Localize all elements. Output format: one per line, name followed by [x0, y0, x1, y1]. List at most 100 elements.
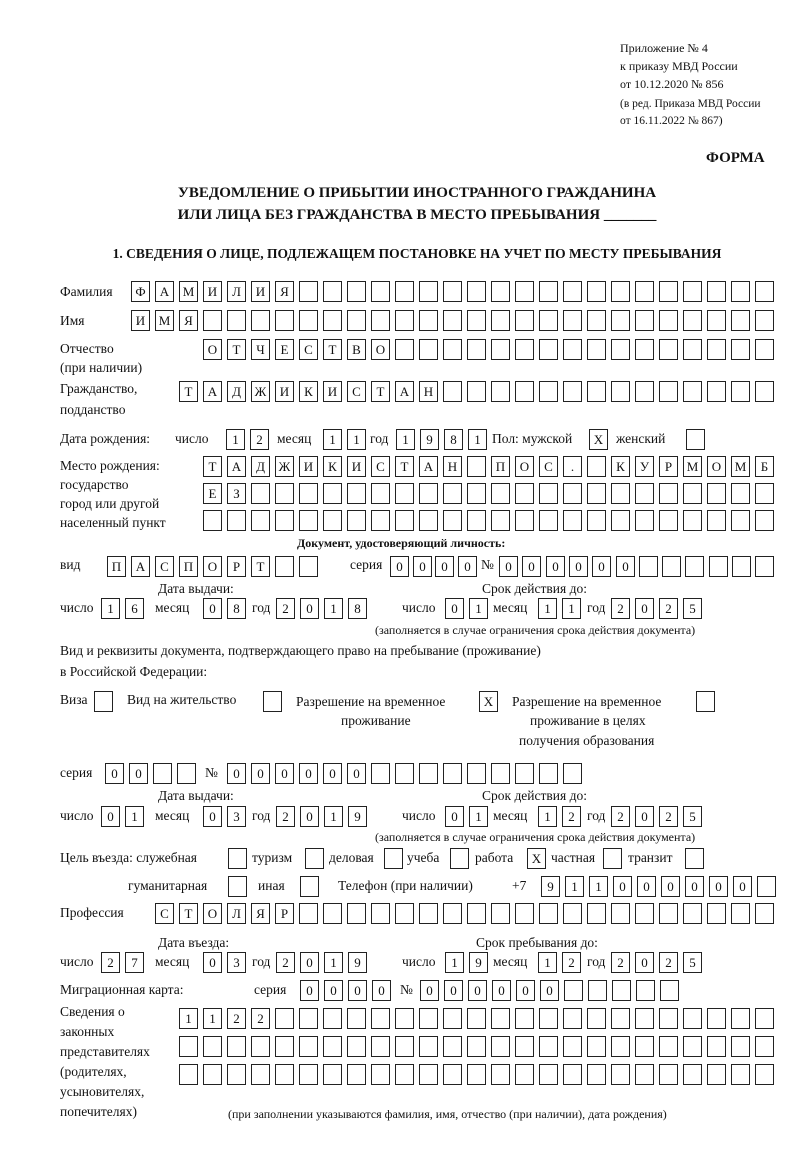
- birth-place-2-cell[interactable]: [323, 483, 342, 504]
- name-cell[interactable]: М: [155, 310, 174, 331]
- right-issue-year-cell[interactable]: 0: [300, 806, 319, 827]
- birth-place-1-cell[interactable]: И: [347, 456, 366, 477]
- surname-cell[interactable]: И: [251, 281, 270, 302]
- phone-cell[interactable]: 0: [613, 876, 632, 897]
- reps-1-cell[interactable]: [299, 1008, 318, 1029]
- doc-number-cell[interactable]: 0: [616, 556, 635, 577]
- birth-place-1-cell[interactable]: А: [419, 456, 438, 477]
- birth-place-3-cell[interactable]: [491, 510, 510, 531]
- surname-cell[interactable]: [467, 281, 486, 302]
- name-cell[interactable]: [539, 310, 558, 331]
- reps-2-cell[interactable]: [371, 1036, 390, 1057]
- surname-cell[interactable]: [299, 281, 318, 302]
- birth-place-1-cell[interactable]: Д: [251, 456, 270, 477]
- right-issue-day-cell[interactable]: 0: [101, 806, 120, 827]
- patronymic-cell[interactable]: Е: [275, 339, 294, 360]
- right-valid-day-cell[interactable]: 0: [445, 806, 464, 827]
- entry-year-cell[interactable]: 9: [348, 952, 367, 973]
- citizenship-cell[interactable]: Н: [419, 381, 438, 402]
- right-number-cell[interactable]: [443, 763, 462, 784]
- mig-series-cell[interactable]: 0: [372, 980, 391, 1001]
- citizenship-cell[interactable]: И: [275, 381, 294, 402]
- profession-cell[interactable]: [347, 903, 366, 924]
- doc-kind-cell[interactable]: О: [203, 556, 222, 577]
- phone-cell[interactable]: 0: [733, 876, 752, 897]
- citizenship-cell[interactable]: Ж: [251, 381, 270, 402]
- reps-2-cell[interactable]: [635, 1036, 654, 1057]
- right-number-cell[interactable]: 0: [275, 763, 294, 784]
- birth-place-3-cell[interactable]: [539, 510, 558, 531]
- profession-cell[interactable]: [539, 903, 558, 924]
- right-number-cell[interactable]: 0: [251, 763, 270, 784]
- birth-place-2-cell[interactable]: З: [227, 483, 246, 504]
- surname-cell[interactable]: [347, 281, 366, 302]
- citizenship-cell[interactable]: [515, 381, 534, 402]
- reps-1-cell[interactable]: [635, 1008, 654, 1029]
- reps-2-cell[interactable]: [203, 1036, 222, 1057]
- doc-valid-year-cell[interactable]: 2: [611, 598, 630, 619]
- right-valid-month-cell[interactable]: 2: [562, 806, 581, 827]
- birth-place-3-cell[interactable]: [683, 510, 702, 531]
- birth-place-3-cell[interactable]: [395, 510, 414, 531]
- reps-3-cell[interactable]: [563, 1064, 582, 1085]
- reps-1-cell[interactable]: [563, 1008, 582, 1029]
- right-series-cell[interactable]: 0: [129, 763, 148, 784]
- temp-edu-cell[interactable]: [696, 691, 715, 712]
- phone-cell[interactable]: 0: [709, 876, 728, 897]
- citizenship-cell[interactable]: [467, 381, 486, 402]
- patronymic-cell[interactable]: [515, 339, 534, 360]
- doc-number-cell[interactable]: [685, 556, 704, 577]
- mig-number-cell[interactable]: 0: [540, 980, 559, 1001]
- profession-cell[interactable]: [419, 903, 438, 924]
- reps-3-cell[interactable]: [395, 1064, 414, 1085]
- patronymic-cell[interactable]: [539, 339, 558, 360]
- name-cell[interactable]: [443, 310, 462, 331]
- mig-number-cell[interactable]: 0: [444, 980, 463, 1001]
- reps-2-cell[interactable]: [587, 1036, 606, 1057]
- birth-place-1-cell[interactable]: О: [707, 456, 726, 477]
- purpose-private-cell[interactable]: [603, 848, 622, 869]
- purpose-study-cell[interactable]: [450, 848, 469, 869]
- citizenship-cell[interactable]: [635, 381, 654, 402]
- birth-place-2-cell[interactable]: [539, 483, 558, 504]
- mig-number-cell[interactable]: [588, 980, 607, 1001]
- birth-place-1-cell[interactable]: Р: [659, 456, 678, 477]
- birth-place-1-cell[interactable]: М: [731, 456, 750, 477]
- birth-place-3-cell[interactable]: [371, 510, 390, 531]
- birth-place-1-cell[interactable]: [587, 456, 606, 477]
- name-cell[interactable]: Я: [179, 310, 198, 331]
- doc-valid-year-cell[interactable]: 0: [635, 598, 654, 619]
- reps-3-cell[interactable]: [227, 1064, 246, 1085]
- citizenship-cell[interactable]: С: [347, 381, 366, 402]
- birth-place-3-cell[interactable]: [659, 510, 678, 531]
- reps-3-cell[interactable]: [179, 1064, 198, 1085]
- right-issue-year-cell[interactable]: 1: [324, 806, 343, 827]
- citizenship-cell[interactable]: Д: [227, 381, 246, 402]
- profession-cell[interactable]: Р: [275, 903, 294, 924]
- entry-month-cell[interactable]: 0: [203, 952, 222, 973]
- reps-3-cell[interactable]: [419, 1064, 438, 1085]
- name-cell[interactable]: [659, 310, 678, 331]
- doc-number-cell[interactable]: [755, 556, 774, 577]
- reps-1-cell[interactable]: [275, 1008, 294, 1029]
- surname-cell[interactable]: [755, 281, 774, 302]
- phone-cell[interactable]: 0: [637, 876, 656, 897]
- purpose-other-cell[interactable]: [300, 876, 319, 897]
- doc-issue-month-cell[interactable]: 0: [203, 598, 222, 619]
- name-cell[interactable]: [251, 310, 270, 331]
- reps-1-cell[interactable]: [491, 1008, 510, 1029]
- profession-cell[interactable]: [587, 903, 606, 924]
- birth-place-2-cell[interactable]: [299, 483, 318, 504]
- birth-year-cell[interactable]: 9: [420, 429, 439, 450]
- name-cell[interactable]: [371, 310, 390, 331]
- reps-3-cell[interactable]: [515, 1064, 534, 1085]
- birth-place-3-cell[interactable]: [299, 510, 318, 531]
- profession-cell[interactable]: [707, 903, 726, 924]
- doc-issue-day-cell[interactable]: 1: [101, 598, 120, 619]
- birth-place-1-cell[interactable]: М: [683, 456, 702, 477]
- patronymic-cell[interactable]: О: [203, 339, 222, 360]
- reps-3-cell[interactable]: [587, 1064, 606, 1085]
- profession-cell[interactable]: [395, 903, 414, 924]
- name-cell[interactable]: И: [131, 310, 150, 331]
- profession-cell[interactable]: [683, 903, 702, 924]
